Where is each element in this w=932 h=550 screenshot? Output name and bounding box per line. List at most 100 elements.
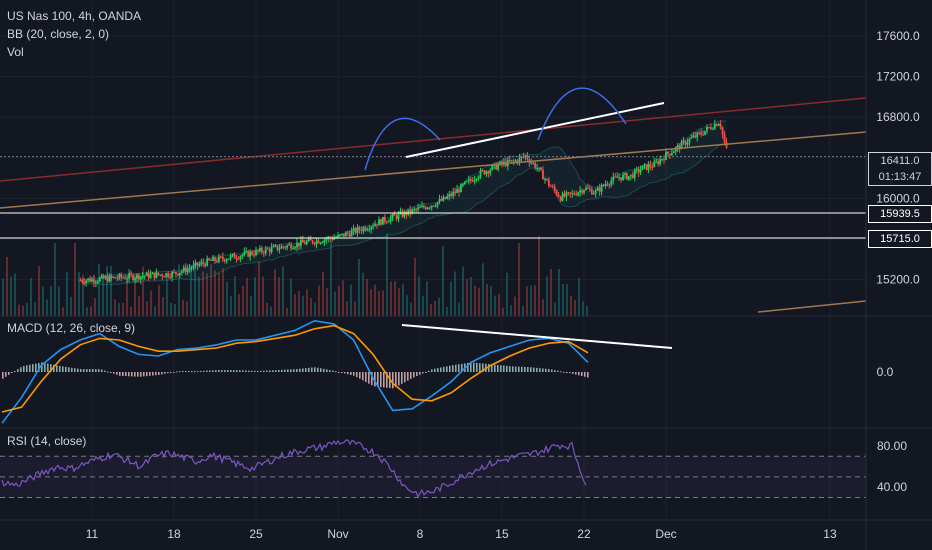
volume-bar — [382, 290, 384, 316]
macd-histogram-bar — [53, 364, 55, 372]
volume-bar — [118, 303, 120, 316]
candle-body — [276, 245, 279, 250]
candle-body — [585, 187, 587, 191]
candle-body — [206, 258, 209, 266]
macd-histogram-bar — [563, 371, 565, 373]
candle-body — [524, 155, 527, 157]
candle-body — [134, 278, 136, 280]
candle-body — [444, 197, 447, 199]
candle-body — [391, 214, 394, 218]
candle-body — [612, 176, 615, 181]
volume-bar — [486, 283, 488, 316]
candle-body — [473, 179, 476, 182]
volume-bar — [334, 291, 336, 316]
macd-histogram-bar — [548, 369, 550, 372]
candle-body — [606, 184, 609, 186]
candle-body — [522, 156, 525, 158]
candle-body — [622, 174, 624, 180]
macd-histogram-bar — [380, 372, 382, 388]
candle-body — [188, 268, 191, 270]
candle-body — [358, 227, 361, 231]
candle-body — [155, 272, 158, 278]
volume-bar — [322, 271, 324, 316]
volume-bar — [266, 302, 268, 316]
candle-body — [136, 274, 138, 279]
candle-body — [719, 124, 722, 128]
volume-bar — [178, 264, 180, 316]
candle-body — [313, 243, 316, 245]
candle-body — [419, 207, 421, 209]
candle-body — [422, 205, 425, 208]
candle-body — [567, 192, 570, 194]
candle-body — [381, 216, 384, 225]
candle-body — [555, 190, 558, 195]
candle-body — [372, 226, 375, 228]
candle-body — [214, 257, 216, 261]
symbol-legend[interactable]: US Nas 100, 4h, OANDA — [7, 9, 142, 23]
macd-histogram-bar — [431, 369, 433, 372]
candle-body — [245, 250, 248, 252]
volume-bar — [386, 233, 388, 316]
price-pane[interactable] — [0, 0, 867, 520]
candle-body — [159, 274, 162, 276]
volume-bar — [318, 285, 320, 316]
volume-bar — [190, 265, 192, 316]
rsi-pane[interactable] — [0, 439, 866, 499]
volume-bar — [138, 296, 140, 316]
macd-histogram-bar — [419, 372, 421, 375]
candle-body — [553, 186, 556, 191]
bb-legend[interactable]: BB (20, close, 2, 0) — [7, 27, 110, 41]
candle-body — [106, 276, 109, 282]
volume-bar — [62, 307, 64, 316]
macd-histogram-bar — [449, 365, 451, 372]
macd-pane[interactable] — [1, 319, 673, 424]
volume-bar — [154, 306, 156, 316]
candle-body — [325, 239, 328, 241]
macd-histogram-bar — [107, 371, 109, 373]
candle-body — [487, 171, 490, 174]
vol-legend[interactable]: Vol — [7, 45, 24, 59]
rsi-legend[interactable]: RSI (14, close) — [7, 434, 87, 448]
candle-body — [430, 205, 433, 208]
macd-histogram-bar — [11, 372, 13, 373]
candle-body — [196, 262, 199, 266]
candle-body — [184, 267, 187, 273]
candle-body — [286, 245, 289, 248]
candle-body — [225, 259, 228, 262]
candle-body — [421, 205, 423, 208]
candle-body — [645, 164, 648, 170]
candle-body — [417, 207, 419, 210]
head-arc — [537, 87, 627, 141]
macd-histogram-bar — [254, 370, 256, 372]
candle-body — [171, 271, 173, 278]
candle-body — [321, 242, 324, 244]
volume-bar — [490, 285, 492, 316]
candle-body — [100, 275, 103, 278]
volume-bar — [558, 268, 560, 316]
candle-body — [114, 276, 117, 279]
macd-histogram-bar — [365, 372, 367, 383]
candle-body — [178, 272, 181, 276]
macd-histogram-bar — [50, 364, 52, 372]
volume-bar — [526, 286, 528, 316]
candle-body — [409, 209, 412, 214]
candle-body — [489, 169, 492, 174]
macd-histogram-bar — [371, 372, 373, 386]
macd-histogram-bar — [455, 364, 457, 372]
candle-body — [530, 162, 533, 164]
candle-body — [575, 194, 578, 196]
candle-body — [713, 124, 716, 129]
macd-histogram-bar — [275, 370, 277, 372]
macd-histogram-bar — [368, 372, 370, 384]
candle-body — [618, 177, 621, 179]
macd-histogram-bar — [575, 372, 577, 375]
candle-body — [581, 190, 583, 193]
macd-legend[interactable]: MACD (12, 26, close, 9) — [7, 321, 136, 335]
candle-body — [692, 135, 695, 138]
candle-body — [518, 157, 521, 163]
volume-bar — [134, 273, 136, 316]
candle-body — [175, 271, 177, 274]
macd-histogram-bar — [203, 370, 205, 372]
volume-bar — [182, 299, 184, 316]
